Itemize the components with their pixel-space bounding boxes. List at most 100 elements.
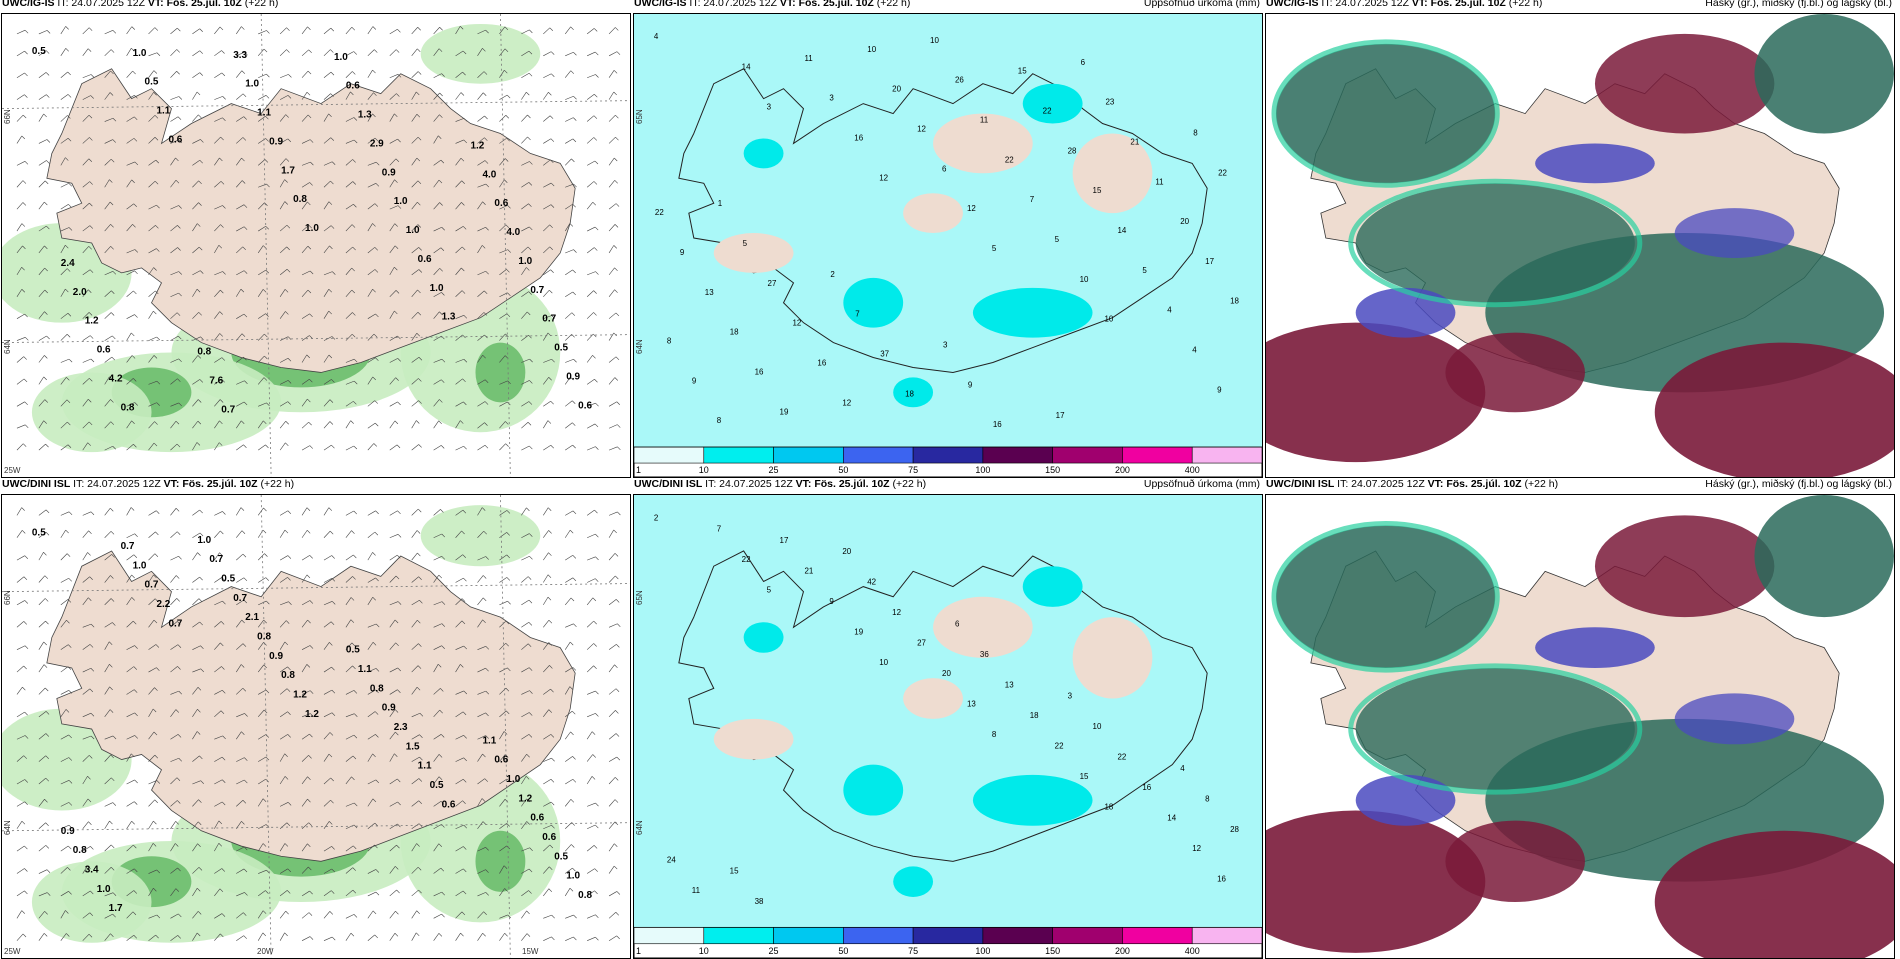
value-label: 27	[768, 279, 777, 288]
map-precip-dini: 2510818162219131512792022141121271816241…	[634, 495, 1262, 958]
value-label: 1.0	[305, 223, 319, 234]
value-label: 7	[717, 525, 722, 534]
value-label: 0.9	[566, 371, 580, 382]
value-label: 21	[1130, 137, 1139, 146]
value-label: 27	[917, 639, 926, 648]
value-label: 0.7	[233, 593, 247, 604]
value-label: 11	[692, 886, 701, 895]
panel-title: UWC/DINI ISL IT: 24.07.2025 12Z VT: Fös.…	[634, 478, 927, 490]
value-label: 5	[1142, 266, 1147, 275]
value-label: 11	[1155, 177, 1164, 186]
value-label: 0.8	[578, 890, 592, 901]
value-label: 0.8	[293, 194, 307, 205]
value-label: 11	[980, 116, 989, 125]
value-label: 10	[930, 36, 939, 45]
wind-barbs	[16, 507, 621, 941]
panel-header: UWC/DINI ISL IT: 24.07.2025 12Z VT: Fös.…	[1, 475, 631, 493]
latitude-label: 64N	[635, 820, 644, 835]
panel-dini-precip: 2 5 10 8 18 16 22 19 13 15 12 7 9 20 22 14 11 21 27 18 16 24 1…	[633, 494, 1263, 959]
legend-bin	[1052, 927, 1123, 945]
value-label: 22	[1043, 107, 1052, 116]
panel-header: UWC/DINI ISL IT: 24.07.2025 12Z VT: Fös.…	[1265, 475, 1895, 493]
value-label: 1.3	[358, 110, 372, 121]
value-label: 1.0	[406, 225, 420, 236]
value-label: 9	[680, 248, 685, 257]
graticule	[2, 14, 630, 477]
legend-tick: 50	[838, 946, 848, 956]
legend-bin	[634, 446, 705, 464]
value-label: 21	[804, 566, 813, 575]
legend-tick: 400	[1185, 465, 1200, 475]
panel-header: UWC/IG-IS IT: 24.07.2025 12Z VT: Fös. 25…	[1, 0, 631, 12]
value-label: 7.6	[209, 375, 223, 386]
value-label: 0.8	[281, 670, 295, 681]
value-label: 1.1	[418, 761, 432, 772]
latitude-label: 65N	[635, 590, 644, 605]
value-label: 1.1	[482, 735, 496, 746]
value-label: 15	[730, 866, 739, 875]
value-label: 22	[1055, 741, 1064, 750]
map-precip-ig-is: 4312510914161210483654911127581920221418…	[634, 14, 1262, 477]
value-label: 20	[1180, 217, 1189, 226]
dry-areas	[713, 596, 1153, 760]
legend-tick: 50	[838, 465, 848, 475]
value-label: 7	[855, 310, 860, 319]
value-label: 0.8	[257, 631, 271, 642]
panel-title: UWC/IG-IS IT: 24.07.2025 12Z VT: Fös. 25…	[2, 0, 279, 9]
value-label: 0.6	[168, 134, 182, 145]
value-label: 1.7	[109, 903, 123, 914]
legend: 1 10 25 50 75 100 150 200 400	[634, 446, 1262, 477]
panel-field-title: Háský (gr.), miðský (fj.bl.) og lágský (…	[1705, 0, 1892, 9]
panel-title: UWC/IG-IS IT: 24.07.2025 12Z VT: Fös. 25…	[1266, 0, 1543, 9]
value-label: 12	[792, 319, 801, 328]
value-label: 5	[767, 586, 772, 595]
value-label: 3.4	[85, 864, 99, 875]
value-label: 0.5	[32, 46, 46, 57]
value-label: 18	[1230, 297, 1239, 306]
value-label: 6	[942, 164, 947, 173]
value-label: 36	[980, 650, 989, 659]
value-labels: 2 5 10 8 18 16 22 19 13 15 12 7 9 20 22 14 11 21 27 18 16 24 1…	[654, 513, 1240, 906]
legend: 1 10 25 50 75 100 150 200 400	[634, 926, 1262, 958]
value-label: 2.0	[73, 287, 87, 298]
value-label: 19	[854, 627, 863, 636]
legend-bin	[773, 927, 844, 945]
value-label: 0.7	[221, 404, 235, 415]
value-label: 8	[1205, 794, 1210, 803]
value-label: 4.2	[109, 373, 123, 384]
value-label: 10	[1080, 275, 1089, 284]
value-label: 42	[867, 577, 876, 586]
map-wind-dini: 0.5 0.7 1.2 0.6 0.8 2.2 1.2 0.5 1.0 0.7 0.8 1.1 0.5 1…	[2, 495, 630, 958]
value-label: 1.5	[406, 741, 420, 752]
latitude-label: 64N	[635, 339, 644, 354]
legend-tick: 1	[636, 946, 641, 956]
value-label: 1.2	[518, 793, 532, 804]
cloud-layers	[1266, 14, 1894, 477]
value-label: 16	[993, 420, 1002, 429]
value-label: 0.6	[442, 799, 456, 810]
value-label: 1.0	[566, 871, 580, 882]
value-label: 4	[654, 32, 659, 41]
value-label: 5	[992, 244, 997, 253]
value-label: 17	[780, 536, 789, 545]
value-label: 11	[804, 54, 813, 63]
value-label: 6	[1081, 58, 1086, 67]
value-label: 7	[1030, 195, 1035, 204]
value-label: 0.6	[346, 81, 360, 92]
value-label: 1.0	[506, 774, 520, 785]
value-label: 0.8	[197, 347, 211, 358]
legend-bin	[703, 446, 774, 464]
value-label: 2	[654, 513, 659, 522]
value-label: 24	[667, 855, 676, 864]
value-label: 22	[1005, 155, 1014, 164]
longitude-label: 25W	[4, 466, 21, 475]
value-label: 3	[767, 103, 772, 112]
map-cloud-dini	[1266, 495, 1894, 958]
legend-tick: 75	[908, 465, 918, 475]
value-label: 5	[743, 239, 748, 248]
value-label: 0.9	[382, 703, 396, 714]
legend-tick: 200	[1115, 946, 1130, 956]
value-label: 28	[1230, 825, 1239, 834]
panel-field-title: Uppsöfnuð úrkoma (mm)	[1143, 478, 1260, 490]
legend-bin	[634, 927, 705, 945]
